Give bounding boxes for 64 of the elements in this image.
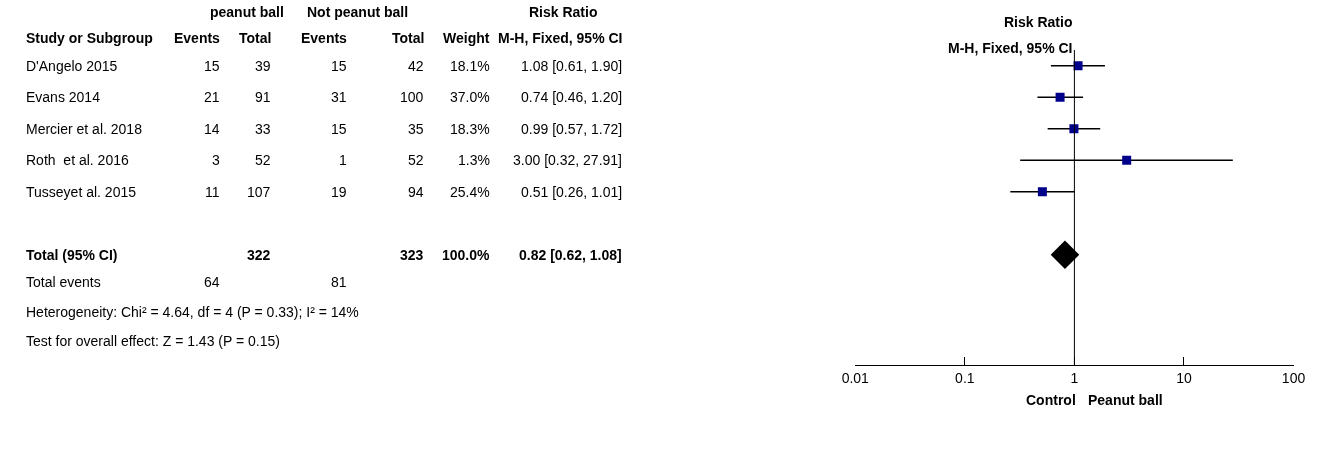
text: 0.82 [0.62, 1.08]	[519, 247, 622, 263]
text: 14	[204, 121, 220, 137]
text: 11	[205, 184, 220, 200]
text: 0.51 [0.26, 1.01]	[521, 184, 623, 200]
text: 94	[408, 184, 424, 200]
text: 64	[204, 274, 220, 290]
text: Mercier et al. 2018	[26, 121, 143, 137]
x-tick-label: 0.1	[955, 369, 975, 386]
text: Total	[239, 30, 272, 46]
text: 15	[331, 58, 347, 74]
text: 1	[339, 152, 347, 168]
text: 33	[255, 121, 271, 137]
text: Control	[1026, 392, 1076, 408]
x-tick-label: 0.01	[841, 369, 870, 386]
x-tick-label: 1	[1070, 369, 1079, 386]
text: 1.08 [0.61, 1.90]	[521, 58, 623, 74]
text: 0.74 [0.46, 1.20]	[521, 89, 623, 105]
text: Heterogeneity: Chi² = 4.64, df = 4 (P = 0.33); I² = 14%	[26, 304, 359, 320]
text: 81	[331, 274, 347, 290]
x-tick-label: 100	[1281, 369, 1306, 386]
text: 15	[331, 121, 347, 137]
text: Total (95% CI)	[26, 247, 118, 263]
text: peanut ball	[210, 4, 284, 20]
text: 18.1%	[450, 58, 490, 74]
text: Peanut ball	[1088, 392, 1163, 408]
text: 31	[331, 89, 347, 105]
text: 39	[255, 58, 271, 74]
chart-title: Risk Ratio	[1004, 14, 1073, 30]
text: Evans 2014	[26, 89, 101, 105]
text: 100	[400, 89, 424, 105]
text: 19	[331, 184, 347, 200]
text: 15	[204, 58, 220, 74]
text: Test for overall effect: Z = 1.43 (P = 0.15)	[26, 333, 280, 349]
text: Total events	[26, 274, 101, 290]
text: 3.00 [0.32, 27.91]	[513, 152, 622, 168]
text: 52	[408, 152, 424, 168]
text: 21	[204, 89, 220, 105]
text: Tusseyet al. 2015	[26, 184, 137, 200]
text: 1.3%	[458, 152, 490, 168]
text: 91	[255, 89, 271, 105]
text: 18.3%	[450, 121, 490, 137]
text: 323	[400, 247, 424, 263]
text: Total	[392, 30, 425, 46]
text: D'Angelo 2015	[26, 58, 118, 74]
text: 37.0%	[450, 89, 490, 105]
text: Risk Ratio	[529, 4, 598, 20]
text: 322	[247, 247, 271, 263]
text: Not peanut ball	[307, 4, 409, 20]
text: 0.99 [0.57, 1.72]	[521, 121, 623, 137]
chart-subtitle: M-H, Fixed, 95% CI	[948, 40, 1073, 56]
text: M-H, Fixed, 95% CI	[498, 30, 623, 46]
text: 3	[212, 152, 220, 168]
text: 25.4%	[450, 184, 490, 200]
text: Weight	[443, 30, 490, 46]
text: Events	[301, 30, 348, 46]
text: 42	[408, 58, 424, 74]
text: Roth et al. 2016	[26, 152, 129, 168]
x-tick-label: 10	[1176, 369, 1192, 386]
text: 107	[247, 184, 271, 200]
text: 52	[255, 152, 271, 168]
text: 35	[408, 121, 424, 137]
text: Study or Subgroup	[26, 30, 153, 46]
text: 100.0%	[442, 247, 491, 263]
text: Events	[174, 30, 221, 46]
